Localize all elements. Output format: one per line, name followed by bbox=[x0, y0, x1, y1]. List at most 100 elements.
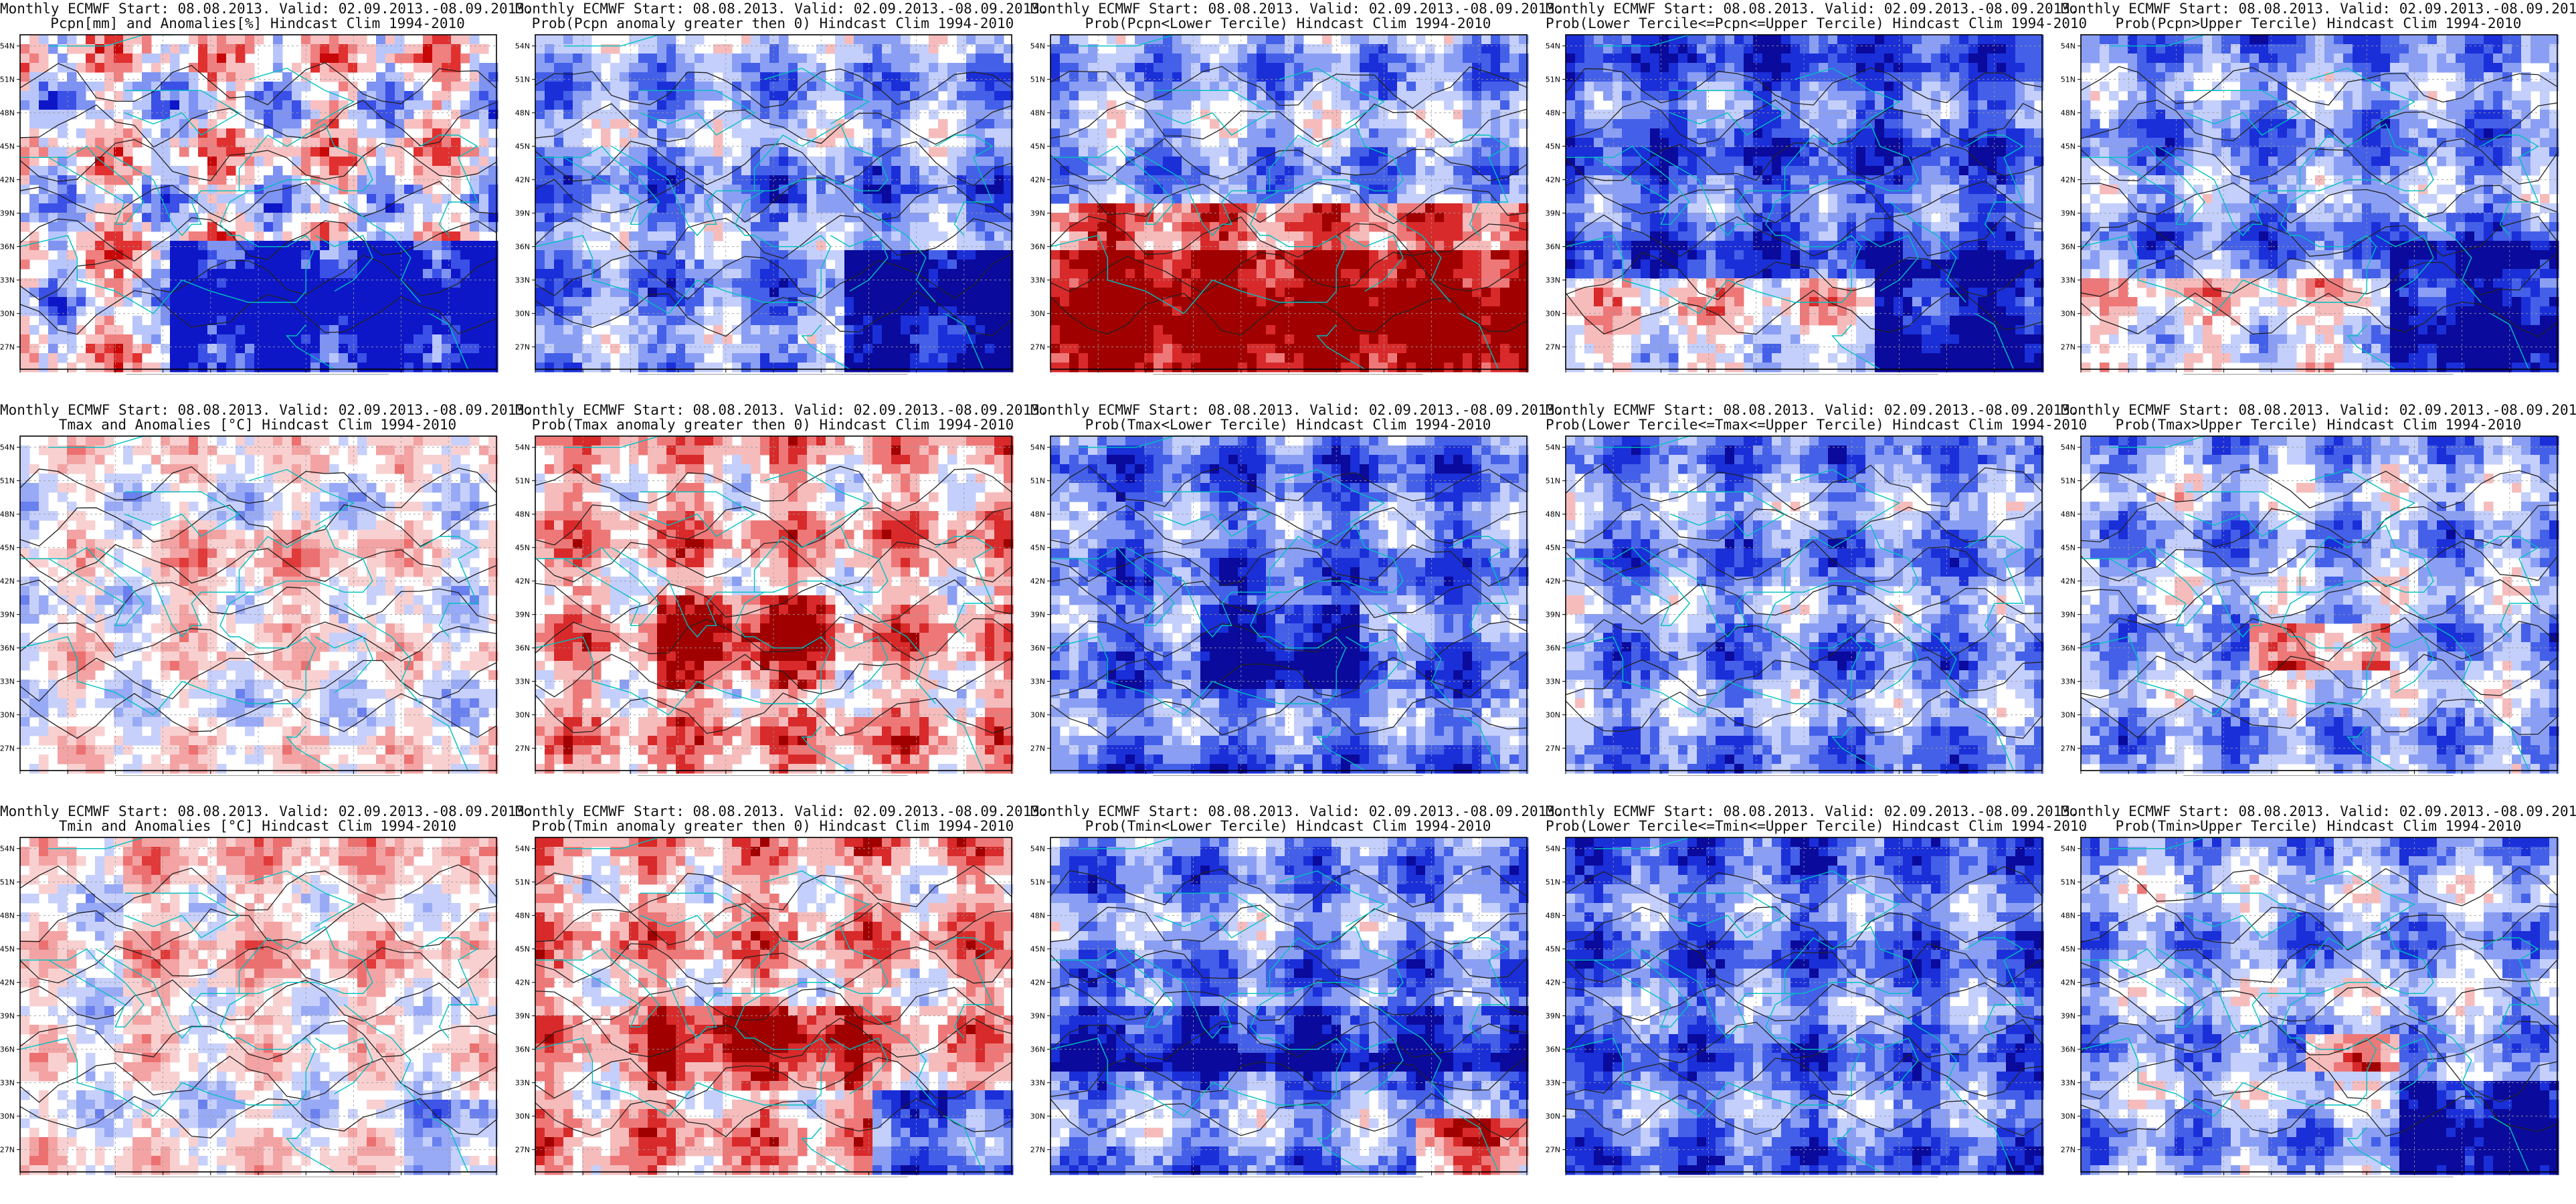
field-cell bbox=[264, 110, 274, 120]
field-cell bbox=[217, 344, 227, 354]
field-cell bbox=[432, 297, 442, 307]
field-cell bbox=[1453, 260, 1463, 270]
field-cell bbox=[58, 175, 68, 185]
field-cell bbox=[1397, 185, 1407, 195]
field-cell bbox=[479, 175, 489, 185]
field-cell bbox=[1163, 260, 1173, 270]
field-cell bbox=[751, 222, 761, 232]
field-cell bbox=[1088, 241, 1098, 251]
field-cell bbox=[460, 363, 470, 373]
field-cell bbox=[1360, 241, 1370, 251]
field-cell bbox=[666, 119, 676, 129]
field-cell bbox=[788, 185, 798, 195]
field-cell bbox=[872, 325, 883, 335]
field-cell bbox=[891, 166, 901, 176]
contour-line bbox=[535, 215, 1012, 260]
field-cell bbox=[254, 194, 264, 204]
field-cell bbox=[95, 231, 105, 241]
field-cell bbox=[769, 54, 779, 64]
field-cell bbox=[657, 353, 667, 363]
field-cell bbox=[947, 250, 957, 260]
field-cell bbox=[104, 213, 114, 223]
field-cell bbox=[1257, 250, 1267, 260]
field-cell bbox=[1491, 44, 1501, 54]
field-cell bbox=[1285, 91, 1295, 101]
field-cell bbox=[123, 278, 133, 288]
field-cell bbox=[1247, 231, 1257, 241]
field-cell bbox=[1154, 344, 1164, 354]
field-cell bbox=[985, 260, 995, 270]
field-cell bbox=[1313, 119, 1323, 129]
field-cell bbox=[86, 35, 96, 45]
field-cell bbox=[1453, 213, 1463, 223]
field-cell bbox=[582, 185, 592, 195]
field-cell bbox=[966, 241, 976, 251]
field-cell bbox=[114, 35, 124, 45]
field-cell bbox=[273, 363, 283, 373]
field-cell bbox=[254, 82, 264, 92]
field-cell bbox=[245, 297, 255, 307]
field-cell bbox=[1322, 222, 1332, 232]
field-cell bbox=[339, 353, 349, 363]
field-cell bbox=[488, 110, 498, 120]
field-cell bbox=[1163, 231, 1173, 241]
field-cell bbox=[264, 325, 274, 335]
field-cell bbox=[779, 334, 789, 344]
field-cell bbox=[1481, 63, 1491, 73]
field-cell bbox=[657, 334, 667, 344]
field-cell bbox=[254, 157, 264, 167]
field-cell bbox=[1219, 334, 1229, 344]
field-cell bbox=[741, 250, 751, 260]
field-cell bbox=[1425, 147, 1435, 157]
field-cell bbox=[357, 110, 367, 120]
field-cell bbox=[1453, 44, 1463, 54]
field-cell bbox=[470, 344, 480, 354]
coastline bbox=[801, 324, 850, 370]
field-cell bbox=[1444, 260, 1454, 270]
field-cell bbox=[423, 63, 433, 73]
field-cell bbox=[1397, 175, 1407, 185]
field-cell bbox=[1200, 203, 1210, 213]
field-cell bbox=[1228, 222, 1238, 232]
field-cell bbox=[751, 316, 761, 326]
field-cell bbox=[1154, 334, 1164, 344]
field-cell bbox=[901, 250, 911, 260]
field-cell bbox=[1435, 306, 1445, 316]
field-cell bbox=[1257, 334, 1267, 344]
field-cell bbox=[1397, 260, 1407, 270]
field-cell bbox=[629, 306, 639, 316]
x-tick-label: 15E bbox=[624, 374, 638, 375]
field-cell bbox=[86, 297, 96, 307]
y-tick-label: 54N bbox=[0, 42, 15, 51]
field-cell bbox=[1050, 157, 1061, 167]
field-cell bbox=[395, 213, 405, 223]
field-cell bbox=[994, 288, 1004, 298]
field-cell bbox=[488, 63, 498, 73]
field-cell bbox=[20, 63, 30, 73]
field-cell bbox=[788, 288, 798, 298]
field-cell bbox=[1350, 288, 1360, 298]
field-cell bbox=[320, 166, 330, 176]
field-cell bbox=[591, 297, 602, 307]
field-cell bbox=[245, 147, 255, 157]
field-cell bbox=[779, 91, 789, 101]
field-cell bbox=[976, 269, 986, 279]
field-cell bbox=[826, 278, 836, 288]
field-cell bbox=[938, 194, 948, 204]
field-cell bbox=[67, 306, 77, 316]
field-cell bbox=[947, 306, 957, 316]
field-cell bbox=[217, 72, 227, 82]
field-cell bbox=[1378, 213, 1388, 223]
field-cell bbox=[329, 334, 339, 344]
field-cell bbox=[957, 344, 967, 354]
map-plot: 5E10E15E20E25E30E35E40E45E50E55E27N30N33… bbox=[0, 34, 504, 375]
field-cell bbox=[760, 297, 770, 307]
field-cell bbox=[760, 334, 770, 344]
field-cell bbox=[123, 82, 133, 92]
field-cell bbox=[741, 185, 751, 195]
field-cell bbox=[891, 297, 901, 307]
field-cell bbox=[1388, 128, 1398, 138]
field-cell bbox=[835, 63, 845, 73]
field-cell bbox=[1416, 54, 1426, 64]
field-cell bbox=[1004, 54, 1014, 64]
